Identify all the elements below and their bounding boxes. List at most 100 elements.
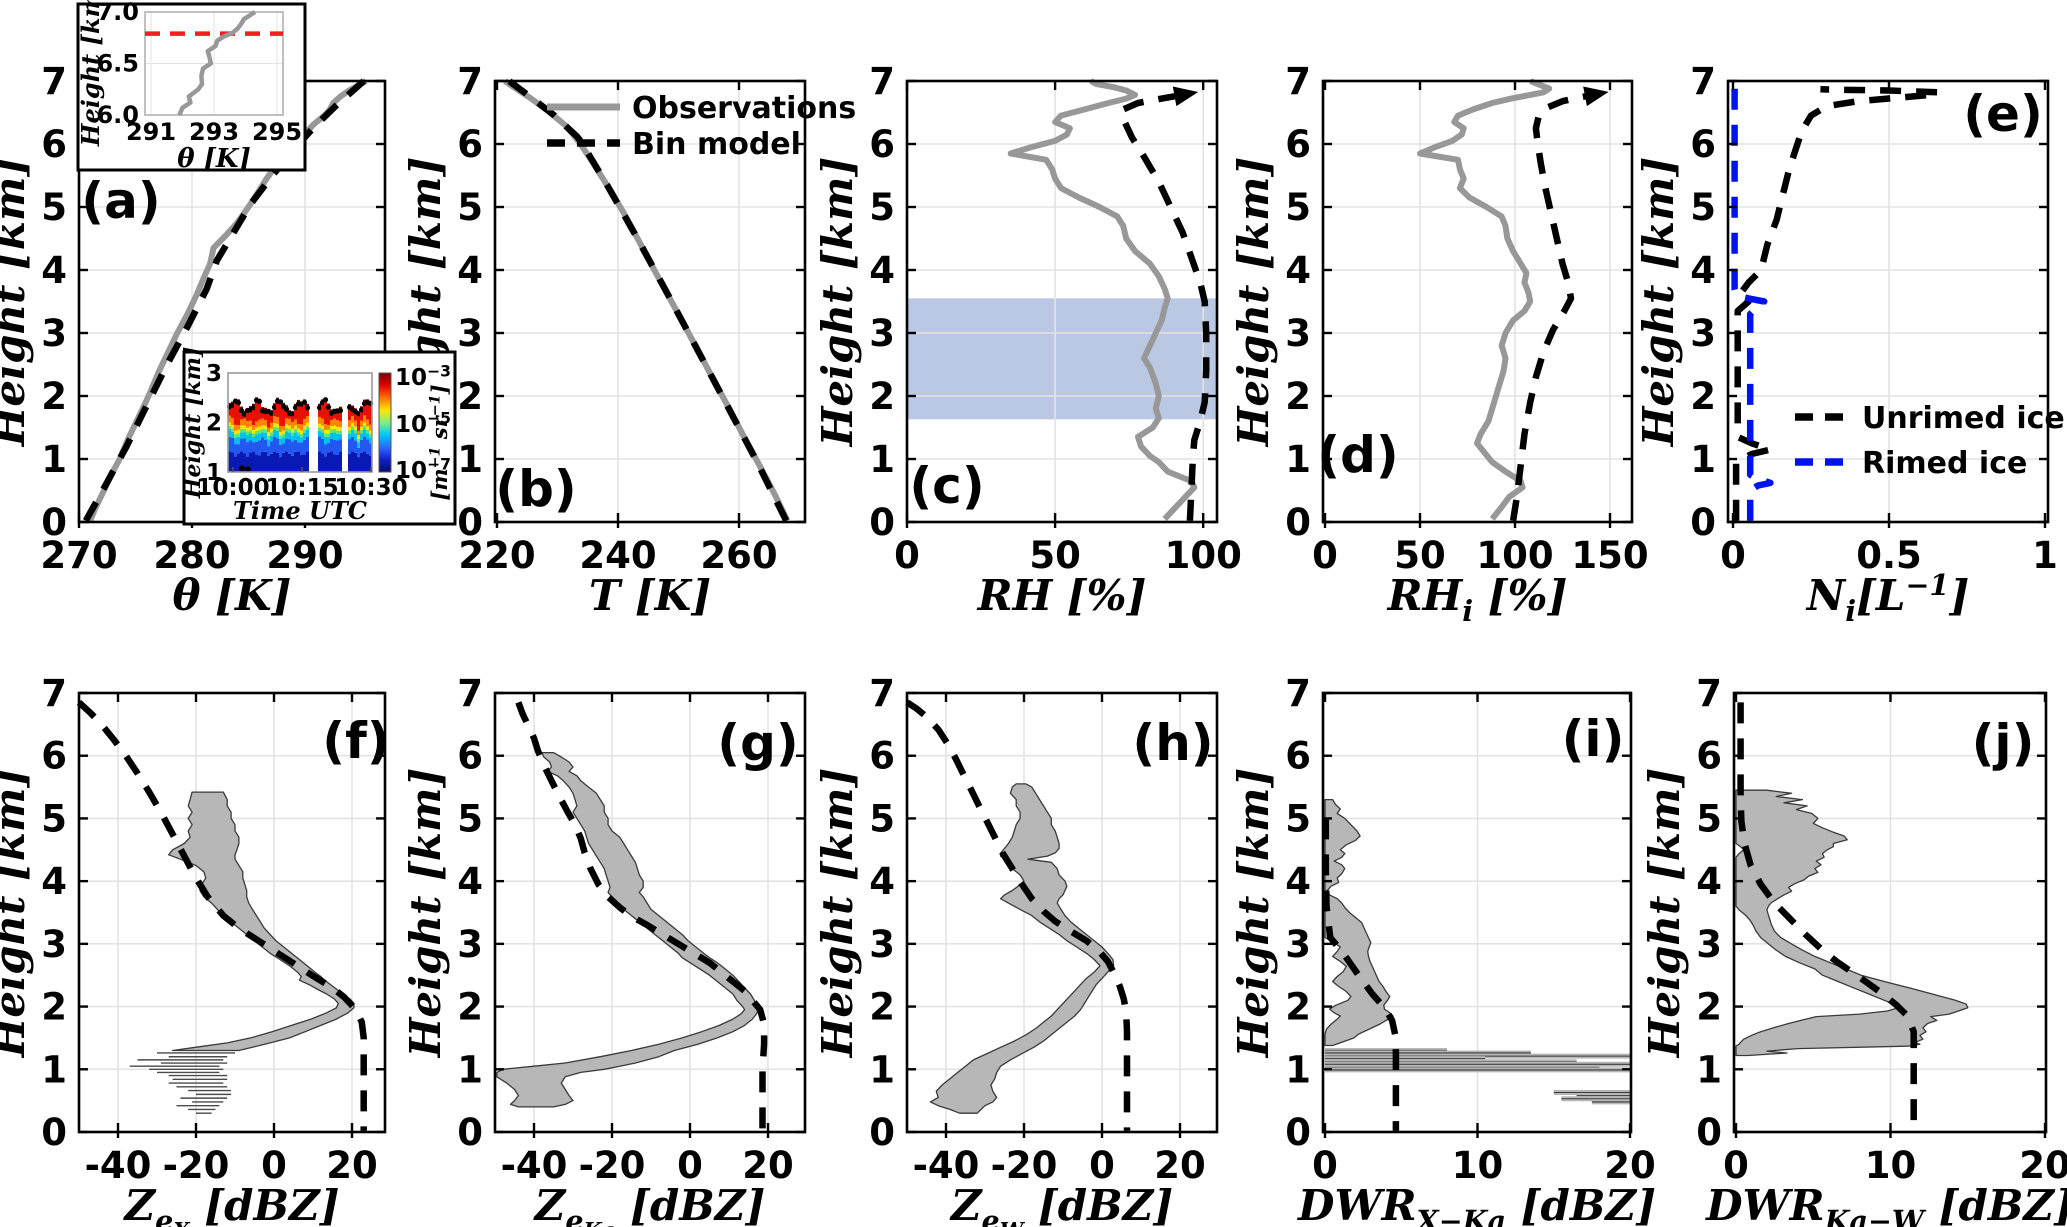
panel-h-ytick-7: 7 <box>869 672 895 715</box>
panel-a: 270 280 290 0 1 2 3 4 5 6 7 θ [K] Height [km] (a) <box>0 60 387 620</box>
panel-i-ytick-6: 6 <box>1285 735 1311 778</box>
panel-i-ytick-5: 5 <box>1285 797 1311 840</box>
panel-f-ytick-0: 0 <box>41 1111 67 1154</box>
panel-a-yaxis-label: Height [km] <box>0 157 34 448</box>
panel-b-ytick-1: 1 <box>457 438 483 481</box>
panel-a-ytick-4: 4 <box>41 249 67 292</box>
panel-d-frame <box>1321 79 1634 524</box>
panel-f-ytick-7: 7 <box>41 672 67 715</box>
panel-i-ytick-0: 0 <box>1285 1111 1311 1154</box>
panel-h-xtick--40: -40 <box>913 1144 980 1187</box>
panel-j-ytick-5: 5 <box>1696 797 1722 840</box>
panel-d-bin-model-line <box>1509 91 1594 522</box>
panel-j-ytick-6: 6 <box>1696 735 1722 778</box>
panel-h-xtick-20: 20 <box>1154 1144 1206 1187</box>
panel-e-xaxis-label: Ni[L−1] <box>1805 568 1969 628</box>
panel-i-xtick-0: 0 <box>1312 1144 1338 1187</box>
panel-h-xaxis-label: ZeW [dBZ] <box>949 1181 1173 1227</box>
panel-c-model-arrowhead <box>1172 86 1199 107</box>
panel-j-letter: (j) <box>1972 714 2035 772</box>
panel-d-ytick-2: 2 <box>1285 375 1311 418</box>
inset-lidar-xtick-10:30: 10:30 <box>334 475 407 501</box>
panel-c-xtick-0: 0 <box>894 534 920 577</box>
panel-b-ytick-3: 3 <box>457 312 483 355</box>
panel-i-ytick-2: 2 <box>1285 986 1311 1029</box>
panel-h-ticks <box>907 691 1217 1138</box>
panel-j-yaxis-label: Height [km] <box>1640 768 1689 1059</box>
panel-b-xaxis-label: T [K] <box>589 571 711 620</box>
panel-i-bin-model-line <box>1322 818 1400 1131</box>
panel-d-ytick-0: 0 <box>1285 501 1311 544</box>
inset-theta-xtick-291: 291 <box>126 118 176 146</box>
panel-c-ytick-3: 3 <box>869 312 895 355</box>
inset-lidar-cb-label-0: 10−3 <box>395 363 451 391</box>
panel-h-ytick-1: 1 <box>869 1048 895 1091</box>
inset-lidar-cb-label-2: 10−7 <box>395 456 451 484</box>
panel-e-ytick-2: 2 <box>1690 375 1716 418</box>
panel-f-grid <box>79 693 385 1132</box>
panel-e-ticks <box>1728 79 2048 528</box>
panel-a-ytick-0: 0 <box>41 501 67 544</box>
panel-d-xtick-100: 100 <box>1476 534 1553 577</box>
panel-g-bin-model-line <box>515 701 768 1131</box>
legend-label-observations: Observations <box>632 91 856 126</box>
panel-j-ytick-4: 4 <box>1696 860 1722 903</box>
panel-c-ytick-1: 1 <box>869 438 895 481</box>
panel-d-model-arrowhead <box>1583 86 1609 107</box>
legend-label-rimed-ice: Rimed ice <box>1862 446 2027 481</box>
panel-a-ytick-1: 1 <box>41 438 67 481</box>
panel-j-bin-model-line <box>1737 702 1917 1131</box>
panel-b-bin-model-line <box>507 78 790 523</box>
panel-h-ytick-2: 2 <box>869 986 895 1029</box>
inset-lidar-xaxis-label: Time UTC <box>233 496 367 525</box>
panel-d-xtick-150: 150 <box>1571 534 1648 577</box>
panel-a-letter: (a) <box>81 172 160 230</box>
panel-d-xtick-0: 0 <box>1312 534 1338 577</box>
panel-e-ytick-3: 3 <box>1690 312 1716 355</box>
inset-theta-ytick-6.0: 6.0 <box>96 101 139 129</box>
panel-e-xtick-0: 0 <box>1720 534 1746 577</box>
inset-theta-xtick-295: 295 <box>252 118 302 146</box>
panel-b-ytick-4: 4 <box>457 249 483 292</box>
panel-h-xtick-0: 0 <box>1089 1144 1115 1187</box>
panel-h-letter: (h) <box>1132 714 1213 772</box>
panel-b-ytick-6: 6 <box>457 123 483 166</box>
inset-lidar-cb-unit: [m−1 sr−1] <box>427 384 452 500</box>
panel-f-ytick-5: 5 <box>41 797 67 840</box>
panel-a-ytick-6: 6 <box>41 123 67 166</box>
inset-theta-grid <box>145 12 283 115</box>
panel-g-ytick-2: 2 <box>457 986 483 1029</box>
panel-f-ytick-6: 6 <box>41 735 67 778</box>
panel-e: 0 0.5 1 0 1 2 3 4 5 6 7 Ni[L−1] Height [km] (e) Unrime… <box>1634 60 2065 628</box>
panel-h-ytick-4: 4 <box>869 860 895 903</box>
panel-e-ytick-1: 1 <box>1690 438 1716 481</box>
inset-lidar-ytick-3: 3 <box>206 361 222 387</box>
panel-c-ytick-7: 7 <box>869 60 895 103</box>
panel-b-xtick-220: 220 <box>458 534 535 577</box>
panel-i-ytick-3: 3 <box>1285 923 1311 966</box>
panel-b-ytick-7: 7 <box>457 60 483 103</box>
panel-g-yaxis-label: Height [km] <box>401 768 450 1059</box>
inset-lidar-colorbar <box>378 372 392 473</box>
panel-e-yaxis-label: Height [km] <box>1634 157 1683 448</box>
panel-i: 0 10 20 0 1 2 3 4 5 6 7 DWRX−Ka [dBZ] Height [km] (i) <box>1229 672 1656 1227</box>
panel-e-unrimed-ice-line <box>1732 85 1943 521</box>
panel-h-ytick-0: 0 <box>869 1111 895 1154</box>
inset-lidar-plot-frame <box>227 372 373 473</box>
panel-d-ytick-5: 5 <box>1285 186 1311 229</box>
panel-d-grid <box>1323 81 1632 522</box>
panel-i-ytick-4: 4 <box>1285 860 1311 903</box>
panel-c-bin-model-line <box>1119 91 1210 521</box>
panel-e-xtick-0.5: 0.5 <box>1856 534 1922 577</box>
panel-c-xaxis-label: RH [%] <box>977 571 1147 620</box>
panel-j-xtick-0: 0 <box>1723 1144 1749 1187</box>
panel-g-ytick-4: 4 <box>457 860 483 903</box>
panel-e-legend: Unrimed ice Rimed ice <box>1795 401 2065 481</box>
panel-c-ytick-0: 0 <box>869 501 895 544</box>
inset-theta-plot-frame <box>144 11 284 116</box>
panel-d-xaxis-label: RHi [%] <box>1387 571 1568 628</box>
panel-j-xtick-20: 20 <box>2019 1144 2067 1187</box>
